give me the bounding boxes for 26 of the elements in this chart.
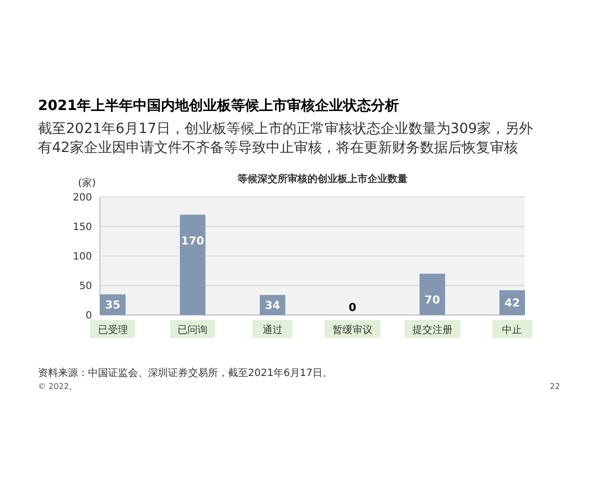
text: 资料来源：中国证监会、深圳证券交易所，截至2021年6月17日。 [38, 367, 333, 379]
chart-title: 2021年上半年中国内地创业板等候上市审核企业状态分析 [38, 97, 399, 114]
text: 等候深交所审核的创业板上市企业数量 [236, 173, 408, 185]
x-tick-label: 已问询 [178, 324, 208, 336]
x-tick-label: 中止 [502, 324, 522, 336]
y-tick-label: 0 [86, 310, 92, 322]
text: 22 [550, 382, 560, 391]
data-label: 0 [348, 301, 357, 314]
x-tick-label: 暂缓审议 [332, 324, 372, 336]
bar [180, 214, 206, 315]
y-tick-label: 100 [72, 252, 92, 262]
data-label: 70 [424, 294, 440, 307]
bar [420, 274, 446, 315]
data-label: 42 [504, 296, 520, 310]
y-axis-title: (家) [78, 177, 96, 189]
chart-subtitle: 截至2021年6月17日，创业板等候上市的正常审核状态企业数量为309家，另外有42家企业因申请文件不齐备等导致中止审核，将在更新财务数据后恢复审核 [38, 121, 534, 156]
data-label: 35 [105, 298, 120, 312]
x-tick-label: 通过 [262, 324, 283, 336]
x-tick-label: 提交注册 [412, 324, 452, 336]
y-tick-label: 200 [72, 192, 92, 204]
text: © 2022。 [38, 382, 77, 391]
data-label: 170 [181, 234, 204, 248]
data-label: 34 [264, 298, 281, 312]
x-tick-label: 已受理 [98, 324, 128, 336]
y-tick-label: 50 [79, 281, 92, 292]
y-tick-label: 150 [72, 222, 92, 233]
